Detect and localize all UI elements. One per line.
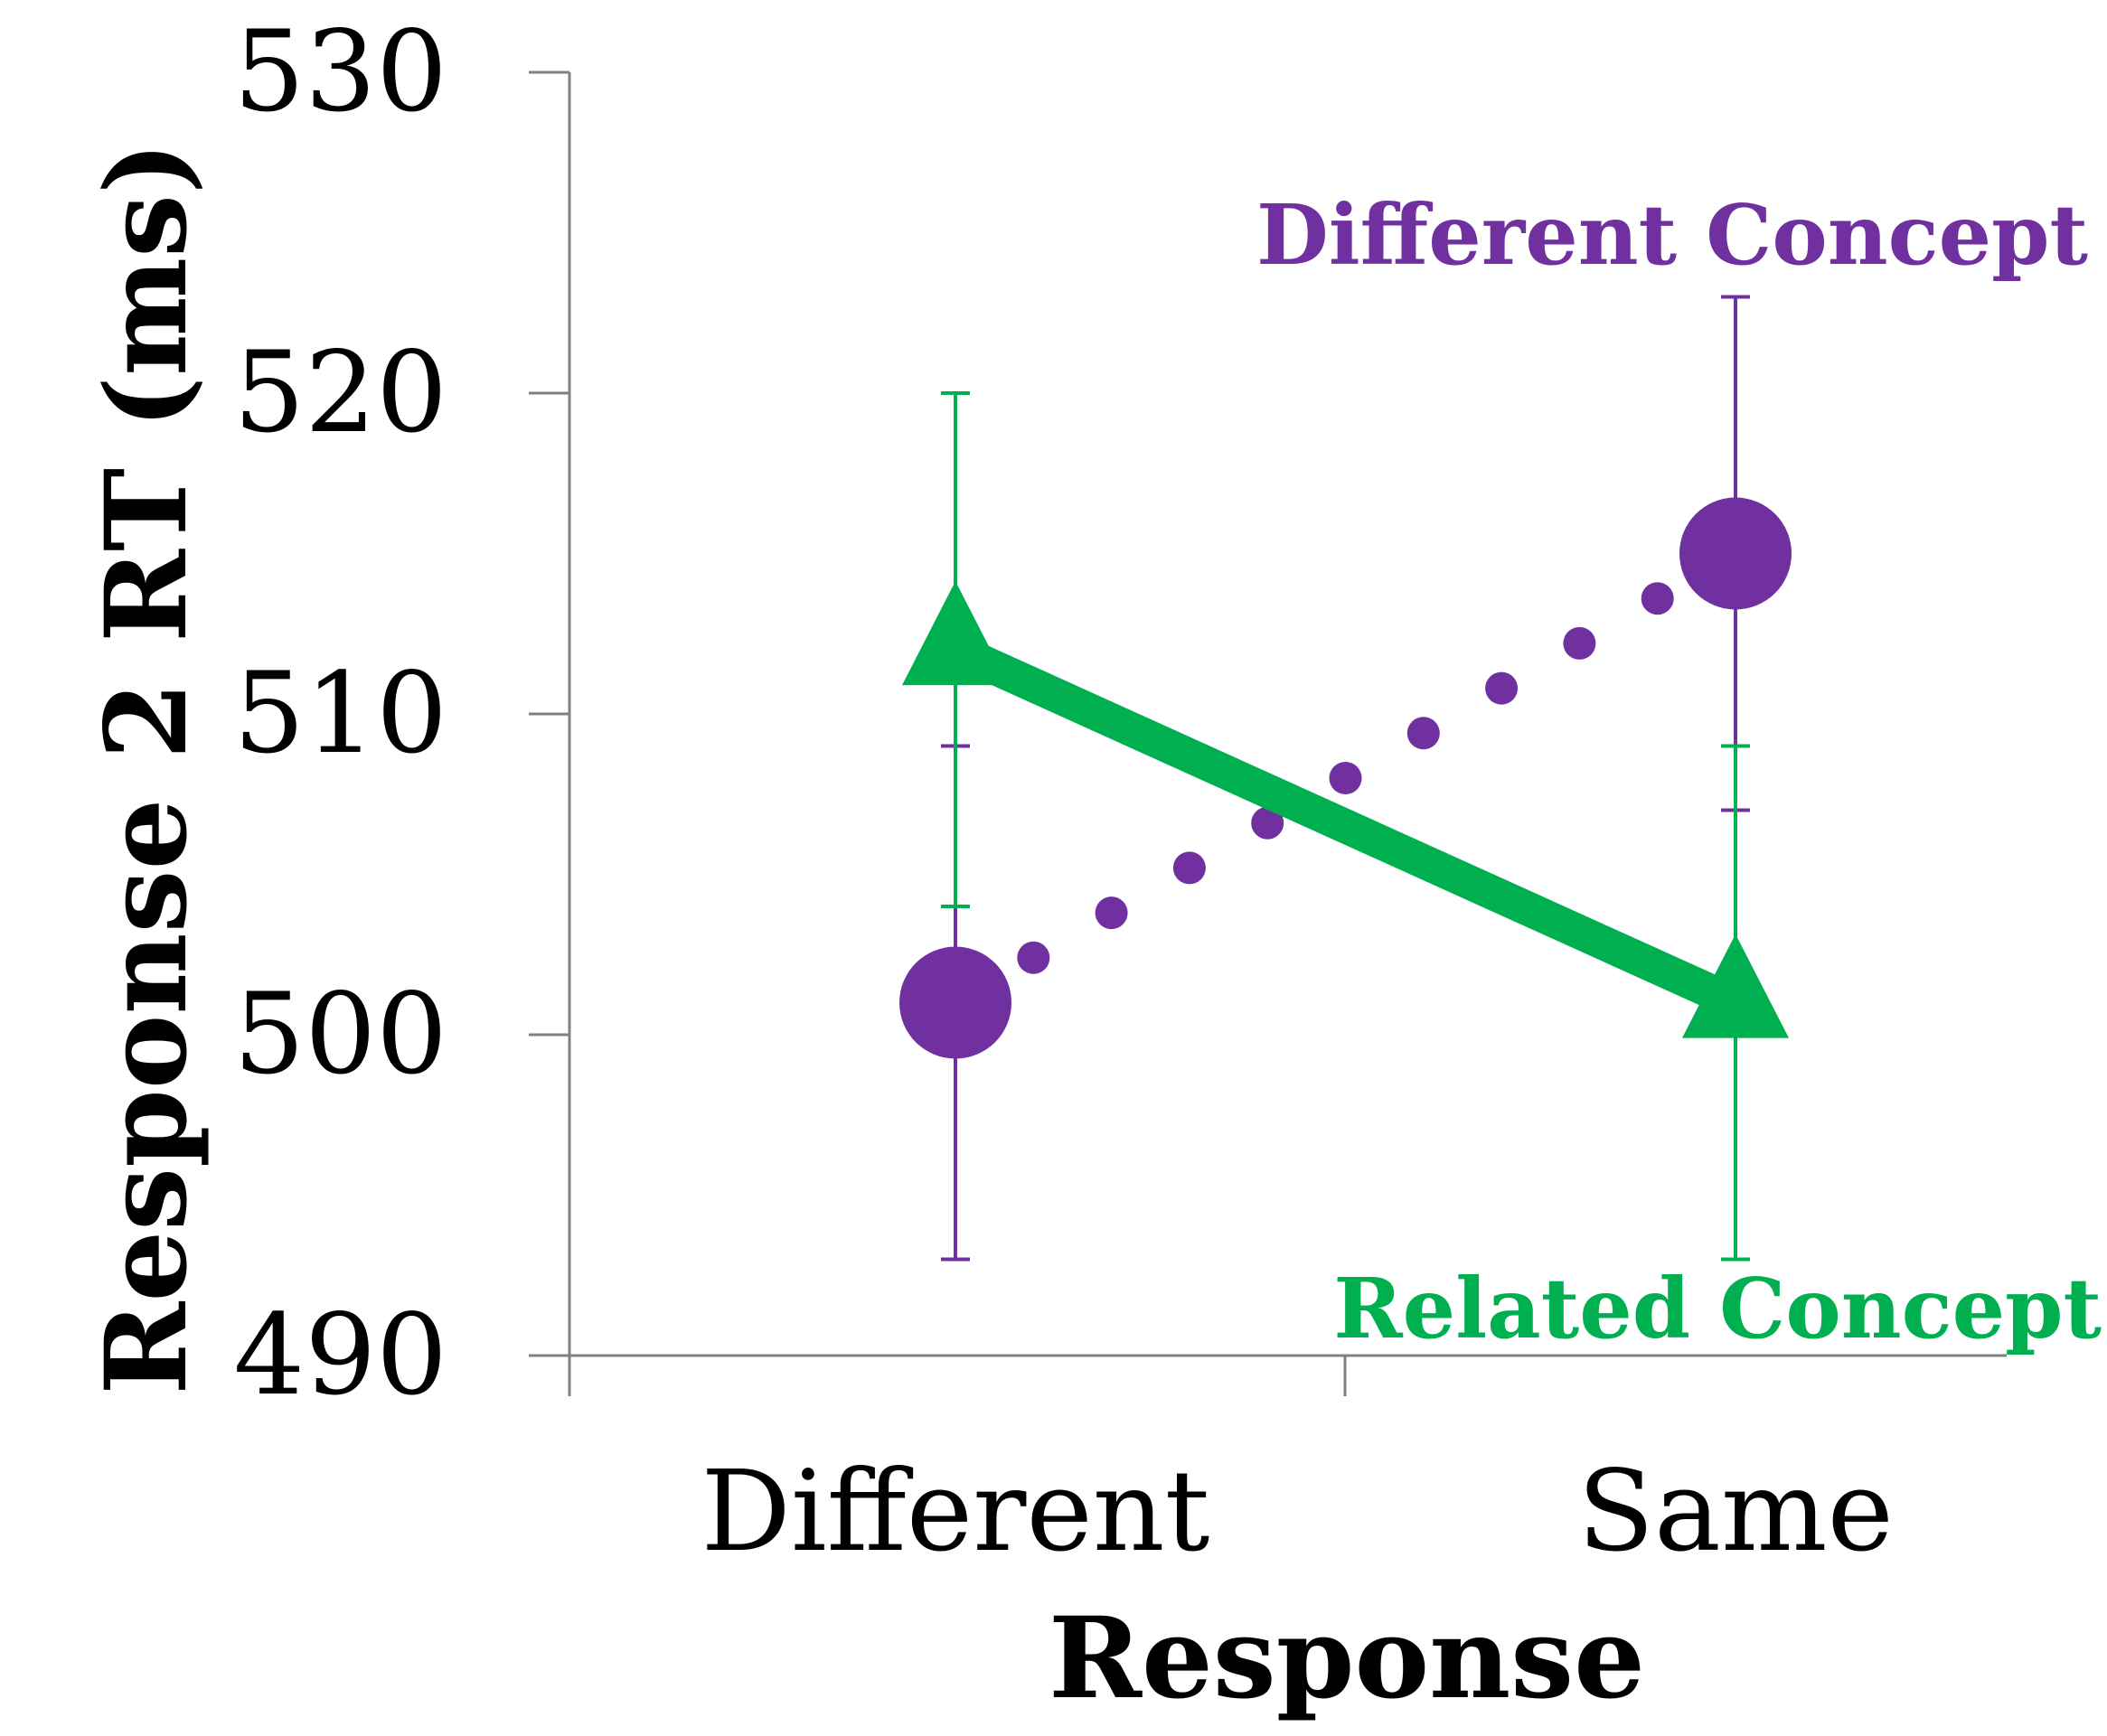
x-axis-title: Response: [1049, 1593, 1645, 1724]
y-tick-label: 500: [233, 970, 447, 1100]
y-tick-labels: 490 500 510 520 530: [233, 7, 569, 1421]
series-label-related-concept: Related Concept: [1333, 1260, 2102, 1357]
y-tick-label: 520: [233, 328, 447, 458]
x-tick-label: Same: [1577, 1447, 1894, 1577]
data-point-triangle: [902, 581, 1009, 686]
line-dot: [1641, 582, 1674, 615]
series-layer: [899, 295, 1792, 1262]
data-point-circle: [899, 946, 1011, 1059]
data-point-triangle: [1682, 934, 1789, 1038]
x-tick-label: Different: [701, 1447, 1210, 1577]
line-dot: [1017, 941, 1050, 974]
line-dot: [1251, 806, 1284, 840]
y-tick-label: 530: [233, 7, 447, 137]
line-dot: [1329, 762, 1362, 794]
series-different-concept: [899, 295, 1792, 1262]
series-related-concept: [902, 391, 1789, 1262]
line-dot: [1563, 626, 1596, 660]
line-dot: [1485, 671, 1519, 705]
line-dot: [1406, 717, 1440, 750]
x-tick-labels: Different Same: [701, 1447, 1894, 1577]
line-dot: [1095, 896, 1128, 930]
y-axis-title: Response 2 RT (ms): [81, 141, 212, 1394]
y-tick-label: 510: [233, 649, 447, 779]
y-tick-label: 490: [233, 1290, 447, 1421]
axes: [529, 72, 2007, 1396]
series-line: [948, 633, 1743, 1018]
data-point-circle: [1679, 497, 1792, 610]
line-dot: [1172, 851, 1206, 885]
series-label-different-concept: Different Concept: [1256, 186, 2089, 284]
